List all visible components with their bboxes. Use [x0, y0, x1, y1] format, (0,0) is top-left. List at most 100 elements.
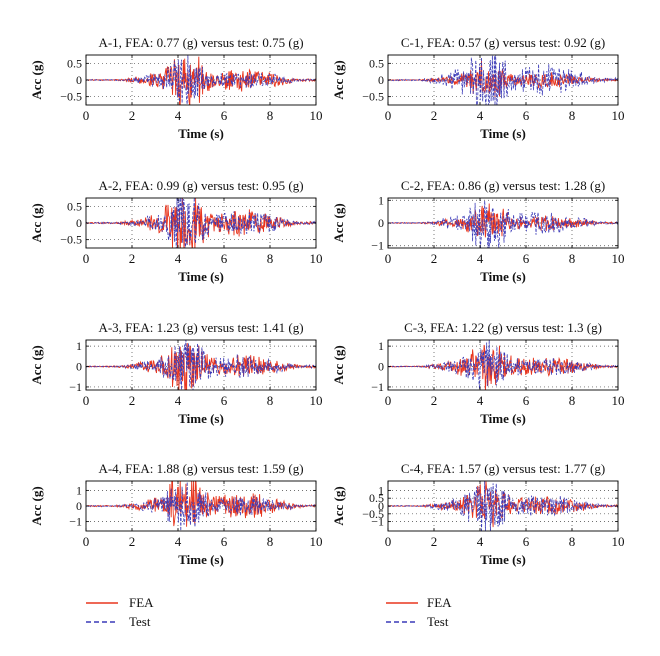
chart-3-xtick-label: 4 [175, 251, 182, 266]
chart-8-xtick-label: 6 [523, 534, 530, 549]
chart-6-ytick-label: 1 [378, 339, 384, 353]
legend-right-test-label: Test [427, 614, 449, 629]
chart-2-series-test [388, 55, 618, 105]
chart-2-xtick-label: 0 [385, 108, 392, 123]
chart-2: C-1, FEA: 0.57 (g) versus test: 0.92 (g)… [331, 35, 625, 141]
chart-4-ytick-label: 1 [378, 193, 384, 207]
chart-1-series-test [86, 55, 316, 105]
legend-left-test-label: Test [129, 614, 151, 629]
chart-2-ytick-label: 0 [378, 73, 384, 87]
chart-8-xtick-label: 4 [477, 534, 484, 549]
chart-6-xtick-label: 4 [477, 393, 484, 408]
chart-6-xtick-label: 8 [569, 393, 576, 408]
chart-3-xtick-label: 6 [221, 251, 228, 266]
chart-1-title: A-1, FEA: 0.77 (g) versus test: 0.75 (g) [98, 35, 303, 50]
chart-7-xtick-label: 6 [221, 534, 228, 549]
chart-5-frame [85, 339, 317, 391]
chart-3-title: A-2, FEA: 0.99 (g) versus test: 0.95 (g) [98, 178, 303, 193]
chart-8-ytick-label: 0 [378, 499, 384, 513]
chart-4: C-2, FEA: 0.86 (g) versus test: 1.28 (g)… [331, 178, 625, 284]
chart-2-title: C-1, FEA: 0.57 (g) versus test: 0.92 (g) [401, 35, 605, 50]
chart-8-ytick-label: −0.5 [362, 507, 384, 521]
chart-1-xtick-label: 6 [221, 108, 228, 123]
chart-1-xtick-label: 2 [129, 108, 136, 123]
chart-5-ytick-label: 1 [76, 339, 82, 353]
chart-1-xtick-label: 0 [83, 108, 90, 123]
legend-right: FEA Test [386, 595, 452, 629]
chart-8-xtick-label: 8 [569, 534, 576, 549]
chart-8-xtick-label: 0 [385, 534, 392, 549]
chart-3-xtick-label: 2 [129, 251, 136, 266]
chart-6-xlabel: Time (s) [480, 411, 526, 426]
chart-4-xtick-label: 10 [612, 251, 625, 266]
chart-3-ytick-label: −0.5 [60, 233, 82, 247]
chart-1-xtick-label: 4 [175, 108, 182, 123]
chart-8: C-4, FEA: 1.57 (g) versus test: 1.77 (g)… [331, 461, 625, 567]
chart-6-series-test [388, 340, 618, 390]
chart-8-ytick-label: 0.5 [369, 491, 384, 505]
chart-6-xtick-label: 10 [612, 393, 625, 408]
chart-7-title: A-4, FEA: 1.88 (g) versus test: 1.59 (g) [98, 461, 303, 476]
chart-1: A-1, FEA: 0.77 (g) versus test: 0.75 (g)… [29, 35, 323, 141]
chart-4-xtick-label: 4 [477, 251, 484, 266]
chart-8-xtick-label: 10 [612, 534, 625, 549]
chart-7-xtick-label: 10 [310, 534, 323, 549]
chart-2-xtick-label: 2 [431, 108, 438, 123]
chart-6-ytick-label: 0 [378, 360, 384, 374]
chart-2-xtick-label: 6 [523, 108, 530, 123]
chart-4-title: C-2, FEA: 0.86 (g) versus test: 1.28 (g) [401, 178, 605, 193]
chart-7-xtick-label: 2 [129, 534, 136, 549]
chart-4-xtick-label: 2 [431, 251, 438, 266]
chart-3-ytick-label: 0 [76, 216, 82, 230]
chart-5-xtick-label: 10 [310, 393, 323, 408]
chart-6-xtick-label: 6 [523, 393, 530, 408]
chart-2-xtick-label: 10 [612, 108, 625, 123]
chart-5-xlabel: Time (s) [178, 411, 224, 426]
chart-3-xtick-label: 10 [310, 251, 323, 266]
chart-8-ytick-label: −1 [371, 515, 384, 529]
chart-7-xtick-label: 4 [175, 534, 182, 549]
chart-5-xtick-label: 0 [83, 393, 90, 408]
chart-6-xtick-label: 0 [385, 393, 392, 408]
chart-7: A-4, FEA: 1.88 (g) versus test: 1.59 (g)… [29, 461, 323, 567]
chart-6-frame [387, 339, 619, 391]
chart-2-ytick-label: −0.5 [362, 90, 384, 104]
chart-5-ytick-label: −1 [69, 380, 82, 394]
chart-7-xtick-label: 8 [267, 534, 274, 549]
legend-left-fea-label: FEA [129, 595, 154, 610]
chart-4-xtick-label: 6 [523, 251, 530, 266]
chart-8-series-test [388, 481, 618, 531]
chart-1-ytick-label: 0 [76, 73, 82, 87]
chart-1-ytick-label: 0.5 [67, 56, 82, 70]
chart-8-xtick-label: 2 [431, 534, 438, 549]
chart-5-xtick-label: 4 [175, 393, 182, 408]
chart-6-ytick-label: −1 [371, 380, 384, 394]
chart-7-ytick-label: −1 [69, 515, 82, 529]
legend-right-fea-label: FEA [427, 595, 452, 610]
chart-3: A-2, FEA: 0.99 (g) versus test: 0.95 (g)… [29, 178, 323, 284]
chart-3-ytick-label: 0.5 [67, 199, 82, 213]
chart-3-series-test [86, 198, 316, 248]
chart-8-ylabel: Acc (g) [331, 486, 346, 525]
chart-2-ylabel: Acc (g) [331, 60, 346, 99]
chart-7-series-test [86, 481, 316, 531]
chart-8-xlabel: Time (s) [480, 552, 526, 567]
chart-3-xtick-label: 8 [267, 251, 274, 266]
chart-1-ylabel: Acc (g) [29, 60, 44, 99]
chart-5-xtick-label: 6 [221, 393, 228, 408]
chart-1-xtick-label: 10 [310, 108, 323, 123]
chart-7-xtick-label: 0 [83, 534, 90, 549]
chart-4-xlabel: Time (s) [480, 269, 526, 284]
chart-7-ytick-label: 0 [76, 499, 82, 513]
chart-3-ylabel: Acc (g) [29, 203, 44, 242]
chart-5-title: A-3, FEA: 1.23 (g) versus test: 1.41 (g) [98, 320, 303, 335]
chart-1-xtick-label: 8 [267, 108, 274, 123]
chart-5: A-3, FEA: 1.23 (g) versus test: 1.41 (g)… [29, 320, 323, 426]
chart-4-series-test [388, 200, 618, 248]
chart-8-title: C-4, FEA: 1.57 (g) versus test: 1.77 (g) [401, 461, 605, 476]
chart-4-ylabel: Acc (g) [331, 203, 346, 242]
chart-6-ylabel: Acc (g) [331, 345, 346, 384]
chart-4-xtick-label: 0 [385, 251, 392, 266]
chart-5-series-test [86, 340, 316, 390]
